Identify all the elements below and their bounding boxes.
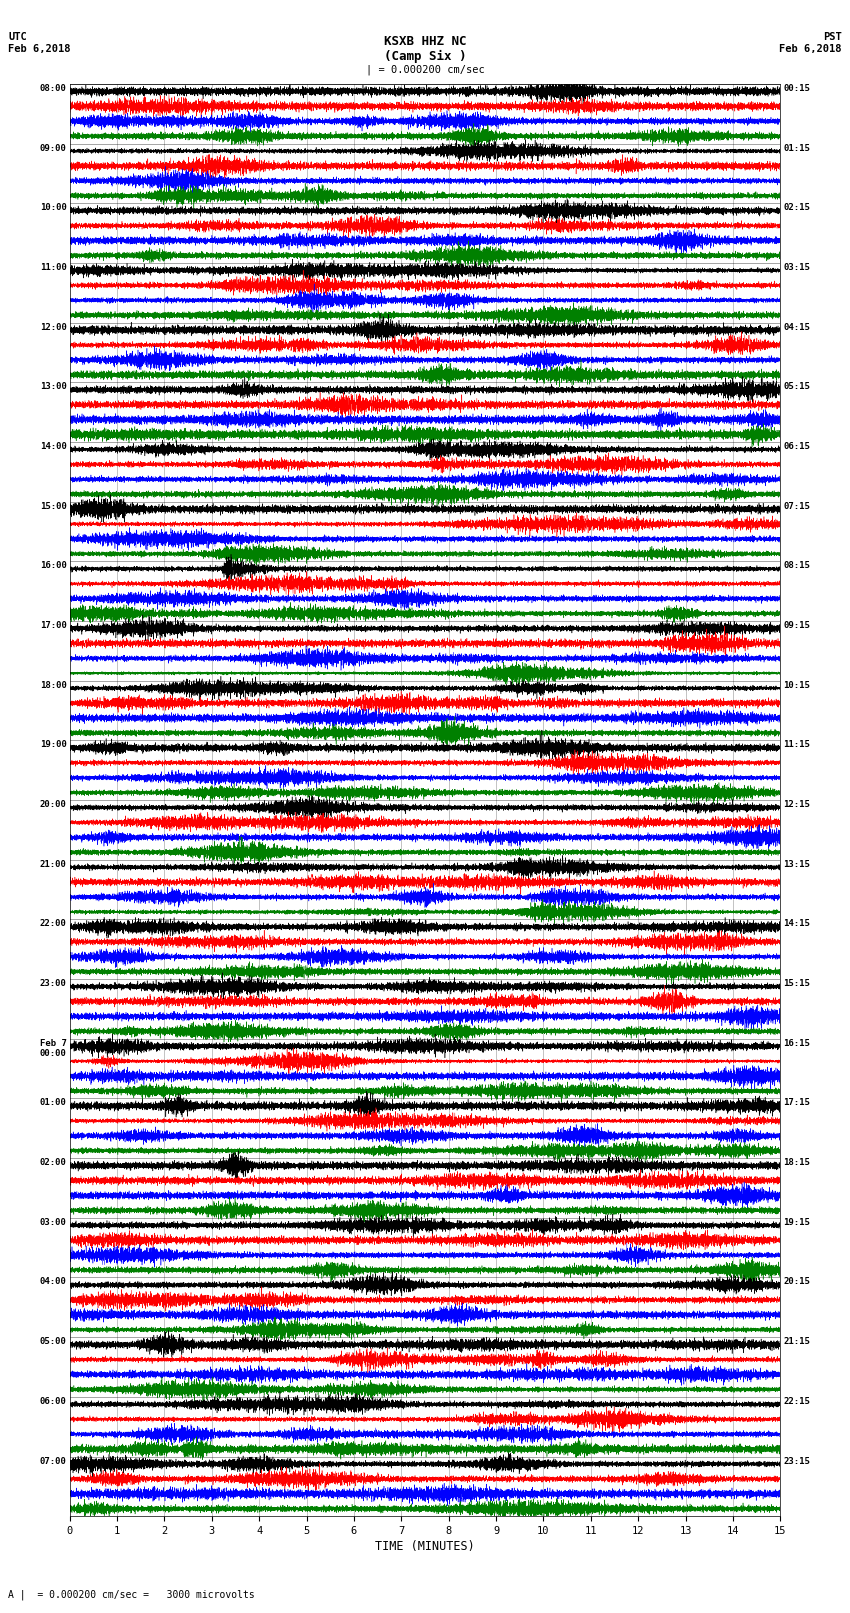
Text: 20:15: 20:15	[783, 1277, 810, 1287]
Text: 08:00: 08:00	[40, 84, 67, 94]
Text: 05:00: 05:00	[40, 1337, 67, 1347]
Text: 00:15: 00:15	[783, 84, 810, 94]
Text: 10:00: 10:00	[40, 203, 67, 213]
Text: 13:00: 13:00	[40, 382, 67, 392]
Text: 08:15: 08:15	[783, 561, 810, 571]
Text: 11:15: 11:15	[783, 740, 810, 750]
Text: 09:00: 09:00	[40, 144, 67, 153]
Text: 21:00: 21:00	[40, 860, 67, 869]
Text: 19:15: 19:15	[783, 1218, 810, 1227]
Text: 07:00: 07:00	[40, 1457, 67, 1466]
Text: 13:15: 13:15	[783, 860, 810, 869]
Text: 23:15: 23:15	[783, 1457, 810, 1466]
Text: | = 0.000200 cm/sec: | = 0.000200 cm/sec	[366, 65, 484, 76]
Text: 01:00: 01:00	[40, 1098, 67, 1108]
Text: 06:15: 06:15	[783, 442, 810, 452]
Text: 10:15: 10:15	[783, 681, 810, 690]
Text: 17:00: 17:00	[40, 621, 67, 631]
Text: 22:15: 22:15	[783, 1397, 810, 1407]
Text: 19:00: 19:00	[40, 740, 67, 750]
X-axis label: TIME (MINUTES): TIME (MINUTES)	[375, 1540, 475, 1553]
Text: 18:00: 18:00	[40, 681, 67, 690]
Text: 16:00: 16:00	[40, 561, 67, 571]
Text: 18:15: 18:15	[783, 1158, 810, 1168]
Text: KSXB HHZ NC: KSXB HHZ NC	[383, 35, 467, 48]
Text: 05:15: 05:15	[783, 382, 810, 392]
Text: 09:15: 09:15	[783, 621, 810, 631]
Text: PST
Feb 6,2018: PST Feb 6,2018	[779, 32, 842, 53]
Text: 06:00: 06:00	[40, 1397, 67, 1407]
Text: 15:15: 15:15	[783, 979, 810, 989]
Text: 02:00: 02:00	[40, 1158, 67, 1168]
Text: 12:00: 12:00	[40, 323, 67, 332]
Text: 17:15: 17:15	[783, 1098, 810, 1108]
Text: 11:00: 11:00	[40, 263, 67, 273]
Text: 02:15: 02:15	[783, 203, 810, 213]
Text: A |  = 0.000200 cm/sec =   3000 microvolts: A | = 0.000200 cm/sec = 3000 microvolts	[8, 1589, 255, 1600]
Text: 22:00: 22:00	[40, 919, 67, 929]
Text: 15:00: 15:00	[40, 502, 67, 511]
Text: 03:00: 03:00	[40, 1218, 67, 1227]
Text: 01:15: 01:15	[783, 144, 810, 153]
Text: 12:15: 12:15	[783, 800, 810, 810]
Text: 14:00: 14:00	[40, 442, 67, 452]
Text: UTC
Feb 6,2018: UTC Feb 6,2018	[8, 32, 71, 53]
Text: 20:00: 20:00	[40, 800, 67, 810]
Text: 04:00: 04:00	[40, 1277, 67, 1287]
Text: 21:15: 21:15	[783, 1337, 810, 1347]
Text: 07:15: 07:15	[783, 502, 810, 511]
Text: 23:00: 23:00	[40, 979, 67, 989]
Text: 04:15: 04:15	[783, 323, 810, 332]
Text: 16:15: 16:15	[783, 1039, 810, 1048]
Text: Feb 7
00:00: Feb 7 00:00	[40, 1039, 67, 1058]
Text: 03:15: 03:15	[783, 263, 810, 273]
Text: 14:15: 14:15	[783, 919, 810, 929]
Text: (Camp Six ): (Camp Six )	[383, 50, 467, 63]
